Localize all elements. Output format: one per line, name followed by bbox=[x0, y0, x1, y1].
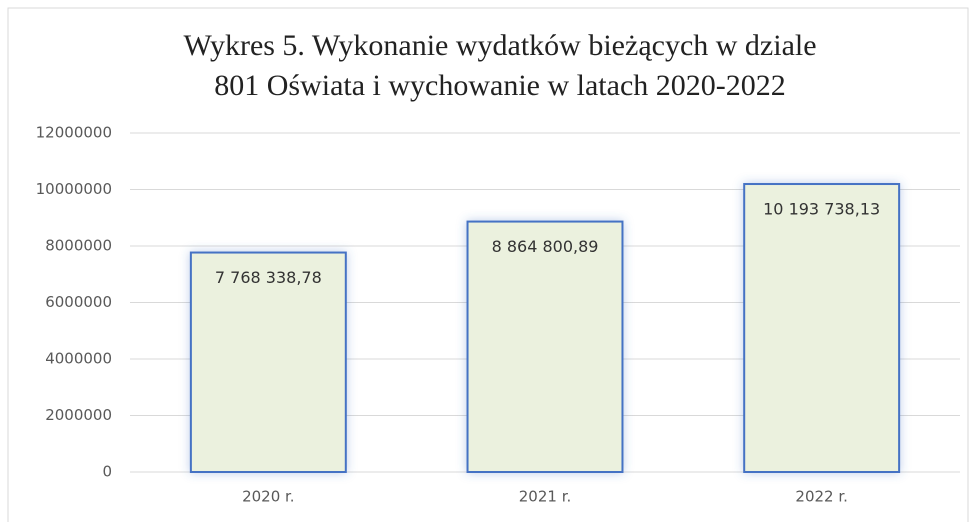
y-tick-label: 8000000 bbox=[45, 237, 112, 255]
y-tick-label: 6000000 bbox=[45, 293, 112, 311]
y-tick-label: 12000000 bbox=[36, 124, 112, 142]
x-tick-label: 2022 r. bbox=[795, 488, 848, 506]
y-tick-label: 10000000 bbox=[36, 180, 112, 198]
bar bbox=[189, 251, 347, 473]
y-tick-label: 4000000 bbox=[45, 350, 112, 368]
bar bbox=[466, 220, 624, 473]
x-tick-label: 2020 r. bbox=[242, 488, 295, 506]
chart-title: Wykres 5. Wykonanie wydatków bieżących w… bbox=[183, 29, 816, 62]
data-label: 10 193 738,13 bbox=[763, 200, 880, 219]
data-label: 8 864 800,89 bbox=[492, 237, 599, 256]
y-tick-label: 2000000 bbox=[45, 406, 112, 424]
x-tick-label: 2021 r. bbox=[519, 488, 572, 506]
bar bbox=[743, 183, 901, 474]
y-tick-label: 0 bbox=[102, 463, 112, 481]
data-label: 7 768 338,78 bbox=[215, 268, 322, 287]
chart-title: 801 Oświata i wychowanie w latach 2020-2… bbox=[214, 69, 786, 102]
